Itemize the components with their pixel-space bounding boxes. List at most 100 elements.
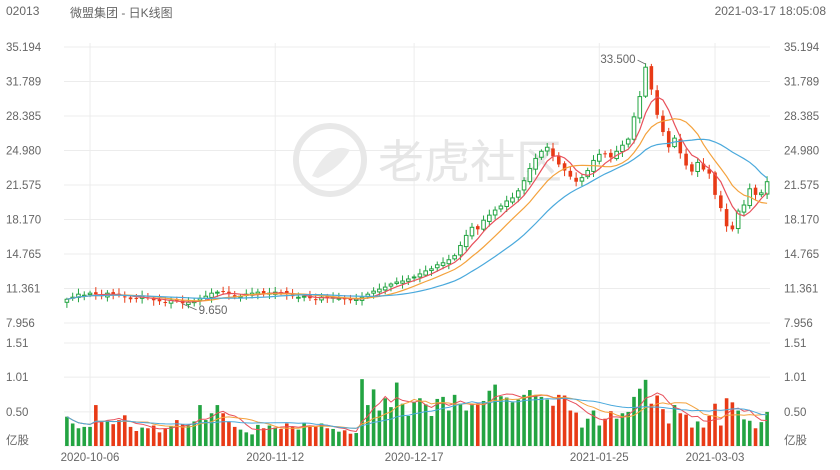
volume-bar <box>510 402 515 446</box>
volume-tick-right: 0.50 <box>784 407 806 419</box>
candle <box>469 222 475 240</box>
candle <box>719 190 723 212</box>
candle-body <box>504 200 509 207</box>
candle <box>713 170 717 200</box>
volume-ma5-line <box>66 392 768 433</box>
volume-bar <box>747 420 752 446</box>
candle-body <box>261 291 266 295</box>
candle <box>637 91 643 124</box>
candle <box>631 112 637 144</box>
volume-bar <box>232 426 237 446</box>
candle <box>400 275 405 289</box>
candle <box>446 254 452 270</box>
volume-bar <box>70 423 75 446</box>
x-tick-label: 2021-01-25 <box>570 452 629 464</box>
candle-body <box>377 288 382 293</box>
candle-body <box>481 219 486 230</box>
candle <box>434 261 440 272</box>
volume-bar <box>707 415 712 446</box>
timestamp: 2021-03-17 18:05:08 <box>714 4 826 18</box>
candle-body <box>510 197 515 203</box>
candle <box>261 288 266 297</box>
volume-bar <box>551 405 555 446</box>
candle <box>539 149 544 160</box>
volume-bar <box>464 410 468 446</box>
y-tick-left: 35.194 <box>6 42 42 54</box>
candle-body <box>643 66 648 97</box>
volume-bar <box>470 405 474 446</box>
volume-bar <box>614 418 619 446</box>
candle <box>614 145 619 161</box>
volume-bar <box>655 395 659 446</box>
volume-bar <box>481 400 486 446</box>
candle <box>191 298 197 307</box>
candle-body <box>753 187 758 195</box>
volume-bar <box>695 421 700 446</box>
y-tick-left: 24.980 <box>6 145 41 157</box>
candle-body <box>215 291 220 294</box>
candle <box>498 203 504 213</box>
y-tick-right: 21.575 <box>784 180 819 192</box>
candle <box>724 203 729 232</box>
y-tick-left: 18.170 <box>6 215 41 227</box>
volume-bar <box>609 411 613 446</box>
volume-bar <box>383 398 387 446</box>
volume-bar <box>643 379 648 446</box>
candle-body <box>515 190 521 198</box>
volume-bar <box>429 415 434 446</box>
volume-bar <box>163 428 168 446</box>
volume-bar <box>672 405 677 446</box>
volume-bar <box>285 423 289 446</box>
candle-body <box>539 150 544 158</box>
candle <box>76 288 81 303</box>
candle <box>70 292 75 301</box>
volume-bar <box>412 402 416 446</box>
candle <box>551 142 555 162</box>
candle <box>579 174 585 187</box>
volume-bar <box>666 423 671 446</box>
volume-bar <box>487 390 492 446</box>
candle <box>64 297 70 308</box>
volume-bar <box>366 405 370 446</box>
volume-bar <box>175 420 179 446</box>
candle-body <box>655 90 659 115</box>
candle <box>695 158 700 177</box>
candle-body <box>394 281 400 284</box>
candle-body <box>690 164 694 172</box>
candle-body <box>175 299 179 302</box>
volume-unit-right: 亿股 <box>784 434 807 447</box>
volume-bar <box>533 394 538 446</box>
volume-bar <box>724 398 729 446</box>
candle <box>94 287 98 300</box>
volume-bar <box>556 394 561 446</box>
candle <box>568 166 573 180</box>
candle <box>417 268 423 283</box>
candle-body <box>296 296 301 299</box>
volume-bar <box>730 402 735 446</box>
candle-body <box>556 156 561 165</box>
volume-bar <box>117 420 121 446</box>
candle-body <box>764 181 770 195</box>
volume-bar <box>447 410 451 446</box>
candle-body <box>122 296 127 298</box>
volume-bar <box>620 413 625 446</box>
volume-bar <box>111 424 115 446</box>
candle <box>596 149 602 165</box>
candle <box>342 295 347 305</box>
volume-bar <box>331 428 335 446</box>
candle-body <box>527 168 533 183</box>
candle <box>620 140 625 158</box>
y-tick-left: 14.765 <box>6 249 41 261</box>
volume-bar <box>319 423 324 446</box>
volume-bar <box>227 421 231 446</box>
candle-body <box>400 280 405 284</box>
volume-bar <box>591 410 596 446</box>
candle <box>128 295 133 303</box>
candle-body <box>735 210 741 230</box>
candle-body <box>232 295 237 298</box>
candle-body <box>741 204 747 213</box>
volume-bar <box>267 425 272 446</box>
candles <box>64 63 770 309</box>
candle <box>759 189 764 198</box>
